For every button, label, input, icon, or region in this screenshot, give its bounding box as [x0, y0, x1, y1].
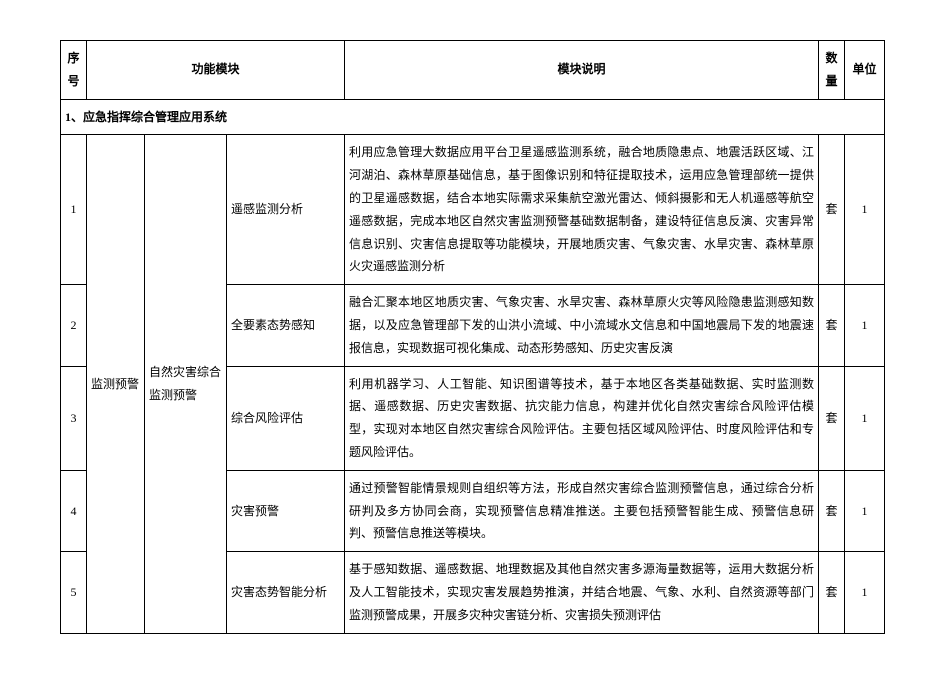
cell-qty: 套 [819, 135, 845, 285]
cell-qty: 套 [819, 366, 845, 470]
cell-desc: 通过预警智能情景规则自组织等方法，形成自然灾害综合监测预警信息，通过综合分析研判… [345, 470, 819, 551]
table-header-row: 序号 功能模块 模块说明 数量 单位 [61, 41, 885, 100]
header-qty: 数量 [819, 41, 845, 100]
cell-module-name: 综合风险评估 [227, 366, 345, 470]
cell-module-name: 灾害预警 [227, 470, 345, 551]
cell-seq: 1 [61, 135, 87, 285]
cell-module-name: 全要素态势感知 [227, 285, 345, 366]
header-desc: 模块说明 [345, 41, 819, 100]
header-unit: 单位 [845, 41, 885, 100]
cell-module-name: 遥感监测分析 [227, 135, 345, 285]
section-row: 1、应急指挥综合管理应用系统 [61, 99, 885, 135]
requirements-table: 序号 功能模块 模块说明 数量 单位 1、应急指挥综合管理应用系统 1 监测预警… [60, 40, 885, 634]
cell-seq: 2 [61, 285, 87, 366]
header-seq: 序号 [61, 41, 87, 100]
cell-seq: 5 [61, 552, 87, 633]
cell-qty: 套 [819, 285, 845, 366]
cell-qty: 套 [819, 552, 845, 633]
header-module: 功能模块 [87, 41, 345, 100]
section-title: 1、应急指挥综合管理应用系统 [61, 99, 885, 135]
cell-qty: 套 [819, 470, 845, 551]
cell-group-level1: 监测预警 [87, 135, 145, 633]
cell-desc: 基于感知数据、遥感数据、地理数据及其他自然灾害多源海量数据等，运用大数据分析及人… [345, 552, 819, 633]
cell-unit: 1 [845, 470, 885, 551]
table-row: 1 监测预警 自然灾害综合监测预警 遥感监测分析 利用应急管理大数据应用平台卫星… [61, 135, 885, 285]
cell-unit: 1 [845, 552, 885, 633]
cell-group-level2: 自然灾害综合监测预警 [145, 135, 227, 633]
cell-seq: 3 [61, 366, 87, 470]
cell-desc: 融合汇聚本地区地质灾害、气象灾害、水旱灾害、森林草原火灾等风险隐患监测感知数据，… [345, 285, 819, 366]
cell-unit: 1 [845, 285, 885, 366]
cell-seq: 4 [61, 470, 87, 551]
cell-desc: 利用机器学习、人工智能、知识图谱等技术，基于本地区各类基础数据、实时监测数据、遥… [345, 366, 819, 470]
cell-module-name: 灾害态势智能分析 [227, 552, 345, 633]
cell-desc: 利用应急管理大数据应用平台卫星遥感监测系统，融合地质隐患点、地震活跃区域、江河湖… [345, 135, 819, 285]
cell-unit: 1 [845, 135, 885, 285]
cell-unit: 1 [845, 366, 885, 470]
